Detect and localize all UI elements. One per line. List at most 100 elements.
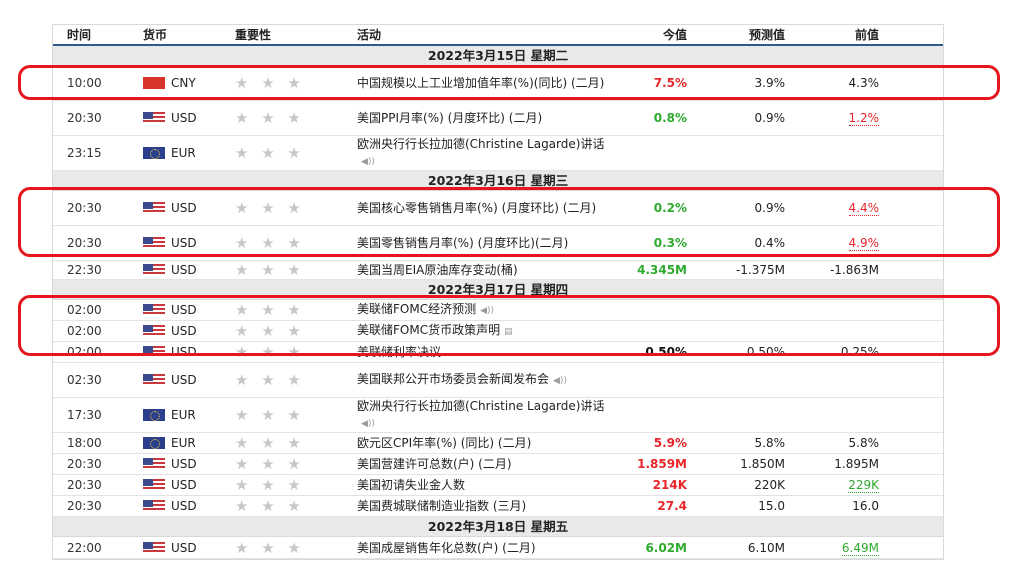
speaker-icon[interactable]: ◀)) (361, 157, 375, 167)
row-importance: ★ ★ ★ (235, 539, 357, 557)
table-row[interactable]: 17:30 EUR ★ ★ ★ 欧洲央行行长拉加德(Christine Laga… (53, 398, 943, 433)
header-currency: 货币 (143, 28, 168, 42)
document-icon[interactable]: ▤ (504, 327, 513, 337)
row-event[interactable]: 美国核心零售销售月率(%) (月度环比) (二月) (357, 198, 615, 218)
row-event[interactable]: 美国当周EIA原油库存变动(桶) (357, 260, 615, 280)
table-row[interactable]: 02:00 USD ★ ★ ★ 美联储FOMC货币政策声明 ▤ (53, 321, 943, 342)
currency-code: EUR (171, 146, 196, 160)
row-previous: 1.2% (793, 111, 899, 126)
table-row[interactable]: 20:30 USD ★ ★ ★ 美国费城联储制造业指数 (三月) 27.4 15… (53, 496, 943, 517)
speaker-icon[interactable]: ◀)) (361, 419, 375, 429)
currency-code: USD (171, 478, 197, 492)
table-row[interactable]: 18:00 EUR ★ ★ ★ 欧元区CPI年率(%) (同比) (二月) 5.… (53, 433, 943, 454)
row-forecast: 6.10M (747, 540, 785, 555)
event-name[interactable]: 美国当周EIA原油库存变动(桶) (357, 263, 518, 277)
row-currency: USD (143, 541, 235, 555)
table-row[interactable]: 20:30 USD ★ ★ ★ 美国核心零售销售月率(%) (月度环比) (二月… (53, 191, 943, 226)
date-group-header: 2022年3月18日 星期五 (53, 517, 943, 537)
table-row[interactable]: 20:30 USD ★ ★ ★ 美国零售销售月率(%) (月度环比)(二月) 0… (53, 226, 943, 261)
row-event[interactable]: 美国成屋销售年化总数(户) (二月) (357, 538, 615, 558)
event-name[interactable]: 欧洲央行行长拉加德(Christine Lagarde)讲话 (357, 399, 605, 413)
event-name[interactable]: 美国初请失业金人数 (357, 478, 466, 492)
importance-stars-icon: ★ ★ ★ (235, 199, 305, 217)
event-name[interactable]: 美联储FOMC经济预测 (357, 302, 477, 316)
event-name[interactable]: 美国营建许可总数(户) (二月) (357, 457, 512, 471)
row-actual: 0.2% (653, 201, 687, 215)
currency-code: EUR (171, 436, 196, 450)
importance-stars-icon: ★ ★ ★ (235, 538, 305, 557)
row-previous: -1.863M (793, 263, 899, 277)
row-time: 10:00 (67, 76, 102, 90)
eur-flag-icon (143, 147, 165, 159)
row-event[interactable]: 美国营建许可总数(户) (二月) (357, 454, 615, 474)
usd-flag-icon (143, 264, 165, 276)
event-name[interactable]: 美国零售销售月率(%) (月度环比)(二月) (357, 236, 569, 250)
row-event[interactable]: 美国PPI月率(%) (月度环比) (二月) (357, 108, 615, 128)
row-importance: ★ ★ ★ (235, 74, 357, 92)
event-name[interactable]: 美联储FOMC货币政策声明 (357, 323, 501, 337)
event-name[interactable]: 美国核心零售销售月率(%) (月度环比) (二月) (357, 201, 597, 215)
row-event[interactable]: 美国初请失业金人数 (357, 475, 615, 495)
event-name[interactable]: 中国规模以上工业增加值年率(%)(同比) (二月) (357, 76, 605, 90)
row-actual: 214K (652, 478, 687, 492)
row-previous: 1.895M (793, 457, 899, 471)
row-time: 20:30 (67, 111, 102, 125)
row-currency: USD (143, 499, 235, 513)
table-row[interactable]: 20:30 USD ★ ★ ★ 美国PPI月率(%) (月度环比) (二月) 0… (53, 101, 943, 136)
row-importance: ★ ★ ★ (235, 144, 357, 162)
row-event[interactable]: 美国联邦公开市场委员会新闻发布会 ◀)) (357, 369, 615, 391)
row-currency: USD (143, 111, 235, 125)
table-row[interactable]: 20:30 USD ★ ★ ★ 美国初请失业金人数 214K 220K 229K (53, 475, 943, 496)
row-importance: ★ ★ ★ (235, 497, 357, 515)
table-row[interactable]: 20:30 USD ★ ★ ★ 美国营建许可总数(户) (二月) 1.859M … (53, 454, 943, 475)
table-row[interactable]: 10:00 CNY ★ ★ ★ 中国规模以上工业增加值年率(%)(同比) (二月… (53, 66, 943, 101)
table-row[interactable]: 02:30 USD ★ ★ ★ 美国联邦公开市场委员会新闻发布会 ◀)) (53, 363, 943, 398)
usd-flag-icon (143, 458, 165, 470)
row-event[interactable]: 美联储FOMC货币政策声明 ▤ (357, 320, 615, 342)
row-currency: USD (143, 236, 235, 250)
speaker-icon[interactable]: ◀)) (480, 306, 495, 316)
header-time: 时间 (67, 28, 92, 42)
table-row[interactable]: 22:30 USD ★ ★ ★ 美国当周EIA原油库存变动(桶) 4.345M … (53, 261, 943, 280)
event-name[interactable]: 欧洲央行行长拉加德(Christine Lagarde)讲话 (357, 137, 605, 151)
row-forecast: 0.4% (754, 236, 786, 250)
currency-code: CNY (171, 76, 196, 90)
importance-stars-icon: ★ ★ ★ (235, 476, 305, 494)
row-importance: ★ ★ ★ (235, 301, 357, 319)
importance-stars-icon: ★ ★ ★ (235, 497, 305, 515)
usd-flag-icon (143, 500, 165, 512)
row-currency: USD (143, 478, 235, 492)
row-event[interactable]: 美国费城联储制造业指数 (三月) (357, 496, 615, 516)
event-name[interactable]: 美国PPI月率(%) (月度环比) (二月) (357, 111, 543, 125)
row-actual: 4.345M (637, 263, 687, 277)
row-currency: CNY (143, 76, 235, 90)
event-name[interactable]: 美国联邦公开市场委员会新闻发布会 (357, 372, 550, 386)
row-event[interactable]: 美联储FOMC经济预测 ◀)) (357, 299, 615, 321)
row-time: 18:00 (67, 436, 102, 450)
row-currency: USD (143, 201, 235, 215)
event-name[interactable]: 美国费城联储制造业指数 (三月) (357, 499, 527, 513)
event-name[interactable]: 欧元区CPI年率(%) (同比) (二月) (357, 436, 532, 450)
currency-code: USD (171, 540, 197, 555)
usd-flag-icon (143, 325, 165, 337)
eur-flag-icon (143, 409, 165, 421)
row-event[interactable]: 美国零售销售月率(%) (月度环比)(二月) (357, 233, 615, 253)
row-importance: ★ ★ ★ (235, 434, 357, 452)
row-event[interactable]: 欧洲央行行长拉加德(Christine Lagarde)讲话 ◀)) (357, 134, 615, 172)
row-time: 17:30 (67, 408, 102, 422)
row-forecast: 1.850M (740, 457, 785, 471)
row-event[interactable]: 欧洲央行行长拉加德(Christine Lagarde)讲话 ◀)) (357, 396, 615, 434)
row-forecast: 0.9% (754, 201, 786, 215)
header-event: 活动 (357, 27, 382, 42)
table-row[interactable]: 02:00 USD ★ ★ ★ 美联储FOMC经济预测 ◀)) (53, 300, 943, 321)
event-name[interactable]: 美国成屋销售年化总数(户) (二月) (357, 540, 536, 555)
row-event[interactable]: 欧元区CPI年率(%) (同比) (二月) (357, 433, 615, 453)
currency-code: USD (171, 457, 197, 471)
table-row[interactable]: 22:00 USD ★ ★ ★ 美国成屋销售年化总数(户) (二月) 6.02M… (53, 537, 943, 559)
row-actual: 6.02M (645, 540, 687, 555)
table-row[interactable]: 23:15 EUR ★ ★ ★ 欧洲央行行长拉加德(Christine Laga… (53, 136, 943, 171)
speaker-icon[interactable]: ◀)) (553, 376, 567, 386)
currency-code: USD (171, 111, 197, 125)
row-event[interactable]: 中国规模以上工业增加值年率(%)(同比) (二月) (357, 73, 615, 93)
currency-code: USD (171, 263, 197, 277)
